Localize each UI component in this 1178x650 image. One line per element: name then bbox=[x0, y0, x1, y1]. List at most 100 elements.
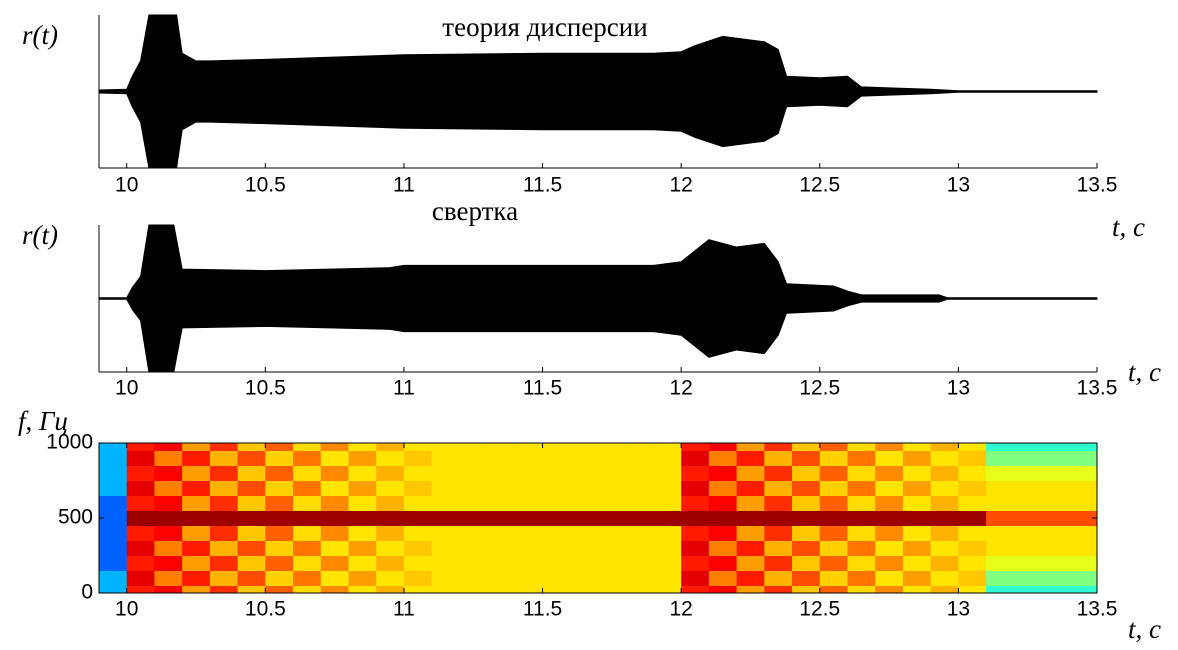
heatmap-cell bbox=[819, 555, 848, 571]
heatmap-cell bbox=[764, 465, 793, 481]
heatmap-cell bbox=[764, 495, 793, 511]
heatmap-cell bbox=[736, 450, 765, 466]
heatmap-cell bbox=[792, 465, 821, 481]
heatmap-cell bbox=[1013, 525, 1043, 541]
heatmap-cell bbox=[1041, 510, 1070, 526]
heatmap-cell bbox=[376, 525, 405, 541]
heatmap-cell bbox=[958, 525, 987, 541]
heatmap-cell bbox=[154, 510, 183, 526]
heatmap-cell bbox=[154, 540, 183, 556]
heatmap-cell bbox=[99, 510, 128, 526]
heatmap-cell bbox=[986, 450, 1015, 466]
heatmap-cell bbox=[1069, 510, 1098, 526]
heatmap-cell bbox=[570, 465, 599, 481]
heatmap-cell bbox=[403, 510, 433, 526]
heatmap-cell bbox=[376, 465, 405, 481]
x-tick-label: 12 bbox=[669, 598, 692, 621]
heatmap-cell bbox=[237, 443, 266, 451]
heatmap-cell bbox=[902, 555, 932, 571]
heatmap-cell bbox=[847, 443, 876, 451]
heatmap-cell bbox=[459, 510, 488, 526]
heatmap-cell bbox=[459, 540, 488, 556]
heatmap-cell bbox=[1013, 570, 1043, 586]
heatmap-cell bbox=[487, 510, 516, 526]
heatmap-cell bbox=[376, 510, 405, 526]
heatmap-cell bbox=[126, 443, 155, 451]
heatmap-cell bbox=[514, 495, 544, 511]
heatmap-cell bbox=[237, 570, 266, 586]
heatmap-cell bbox=[514, 480, 544, 496]
chart-title: теория дисперсии bbox=[442, 12, 647, 42]
heatmap-cell bbox=[653, 495, 682, 511]
x-tick-label: 13 bbox=[947, 598, 970, 621]
heatmap-cell bbox=[431, 443, 460, 451]
heatmap-cell bbox=[708, 555, 738, 571]
heatmap-cell bbox=[209, 555, 239, 571]
heatmap-cell bbox=[708, 465, 738, 481]
heatmap-cell bbox=[875, 525, 904, 541]
heatmap-cell bbox=[930, 555, 959, 571]
heatmap-cell bbox=[625, 555, 654, 571]
heatmap-cell bbox=[1069, 555, 1098, 571]
heatmap-cell bbox=[126, 480, 155, 496]
heatmap-cell bbox=[598, 450, 627, 466]
heatmap-cell bbox=[986, 585, 1015, 594]
heatmap-cell bbox=[265, 555, 294, 571]
heatmap-cell bbox=[459, 495, 488, 511]
heatmap-cell bbox=[348, 510, 377, 526]
heatmap-cell bbox=[376, 450, 405, 466]
heatmap-cell bbox=[487, 443, 516, 451]
heatmap-cell bbox=[681, 450, 710, 466]
heatmap-cell bbox=[126, 555, 155, 571]
heatmap-cell bbox=[154, 570, 183, 586]
heatmap-cell bbox=[736, 510, 765, 526]
heatmap-cell bbox=[182, 525, 211, 541]
heatmap-cell bbox=[403, 525, 433, 541]
heatmap-cell bbox=[403, 450, 433, 466]
heatmap-cell bbox=[1013, 495, 1043, 511]
heatmap-cell bbox=[792, 480, 821, 496]
heatmap-cell bbox=[986, 443, 1015, 451]
heatmap-cell bbox=[930, 540, 959, 556]
heatmap-cell bbox=[598, 443, 627, 451]
heatmap-cell bbox=[542, 570, 571, 586]
heatmap-cell bbox=[930, 510, 959, 526]
x-tick-label: 11.5 bbox=[523, 174, 562, 197]
x-tick-label: 12 bbox=[669, 174, 692, 197]
heatmap-cell bbox=[514, 555, 544, 571]
heatmap-cell bbox=[431, 585, 460, 594]
heatmap-cell bbox=[431, 525, 460, 541]
heatmap-cell bbox=[209, 570, 239, 586]
heatmap-cell bbox=[708, 480, 738, 496]
x-tick-label: 11 bbox=[393, 377, 415, 400]
heatmap-cell bbox=[736, 495, 765, 511]
heatmap-cell bbox=[348, 443, 377, 451]
heatmap-cell bbox=[154, 495, 183, 511]
x-tick-label: 12.5 bbox=[799, 598, 840, 621]
heatmap-cell bbox=[376, 495, 405, 511]
heatmap-cell bbox=[431, 480, 460, 496]
heatmap-cell bbox=[99, 525, 128, 541]
heatmap-cell bbox=[570, 480, 599, 496]
heatmap-cell bbox=[320, 525, 349, 541]
heatmap-cell bbox=[1069, 585, 1098, 594]
heatmap-cell bbox=[126, 540, 155, 556]
heatmap-cell bbox=[819, 570, 848, 586]
heatmap-cell bbox=[625, 495, 654, 511]
heatmap-cell bbox=[237, 555, 266, 571]
heatmap-cell bbox=[126, 465, 155, 481]
heatmap-cell bbox=[764, 443, 793, 451]
heatmap-cell bbox=[681, 495, 710, 511]
heatmap-cell bbox=[847, 480, 876, 496]
x-axis-label: t, с bbox=[1128, 614, 1161, 644]
heatmap-cell bbox=[542, 540, 571, 556]
y-tick-label: 1000 bbox=[46, 431, 93, 454]
heatmap-cell bbox=[431, 495, 460, 511]
heatmap-cell bbox=[1041, 555, 1070, 571]
heatmap-cell bbox=[459, 450, 488, 466]
heatmap-cell bbox=[570, 540, 599, 556]
heatmap-cell bbox=[764, 570, 793, 586]
heatmap-cell bbox=[487, 585, 516, 594]
heatmap-cell bbox=[902, 450, 932, 466]
